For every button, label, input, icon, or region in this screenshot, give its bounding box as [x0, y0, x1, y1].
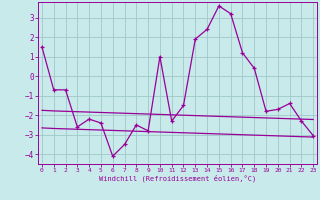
X-axis label: Windchill (Refroidissement éolien,°C): Windchill (Refroidissement éolien,°C): [99, 175, 256, 182]
